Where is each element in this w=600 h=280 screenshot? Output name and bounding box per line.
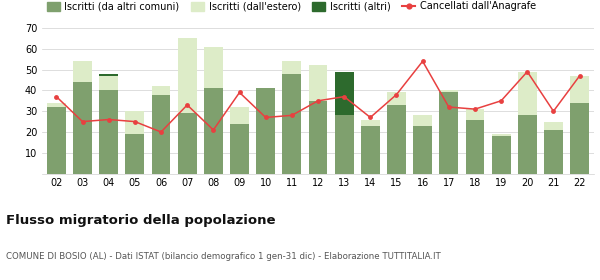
Bar <box>99 76 118 90</box>
Bar <box>544 130 563 174</box>
Bar <box>492 136 511 174</box>
Bar <box>361 120 380 126</box>
Bar <box>387 105 406 174</box>
Bar <box>125 134 144 174</box>
Bar <box>439 92 458 174</box>
Bar <box>466 109 484 120</box>
Bar <box>570 76 589 103</box>
Bar <box>125 111 144 134</box>
Bar <box>308 101 328 174</box>
Bar <box>570 103 589 174</box>
Bar <box>230 124 249 174</box>
Text: COMUNE DI BOSIO (AL) - Dati ISTAT (bilancio demografico 1 gen-31 dic) - Elaboraz: COMUNE DI BOSIO (AL) - Dati ISTAT (bilan… <box>6 252 441 261</box>
Bar <box>204 88 223 174</box>
Bar <box>99 90 118 174</box>
Bar <box>178 113 197 174</box>
Bar <box>518 115 537 174</box>
Bar <box>413 126 432 174</box>
Bar <box>387 92 406 105</box>
Bar <box>178 38 197 113</box>
Text: Flusso migratorio della popolazione: Flusso migratorio della popolazione <box>6 214 275 227</box>
Bar <box>256 88 275 174</box>
Bar <box>99 74 118 76</box>
Bar <box>361 126 380 174</box>
Bar <box>283 61 301 74</box>
Bar <box>335 72 353 115</box>
Bar <box>152 86 170 95</box>
Bar <box>73 61 92 82</box>
Bar <box>466 120 484 174</box>
Bar <box>335 115 353 174</box>
Legend: Iscritti (da altri comuni), Iscritti (dall'estero), Iscritti (altri), Cancellati: Iscritti (da altri comuni), Iscritti (da… <box>47 1 536 11</box>
Bar <box>283 74 301 174</box>
Bar <box>544 122 563 130</box>
Bar <box>439 90 458 92</box>
Bar <box>47 103 66 107</box>
Bar <box>492 134 511 136</box>
Bar <box>308 66 328 101</box>
Bar <box>230 107 249 124</box>
Bar <box>413 115 432 126</box>
Bar <box>518 72 537 115</box>
Bar <box>152 95 170 174</box>
Bar <box>47 107 66 174</box>
Bar <box>204 47 223 88</box>
Bar <box>73 82 92 174</box>
